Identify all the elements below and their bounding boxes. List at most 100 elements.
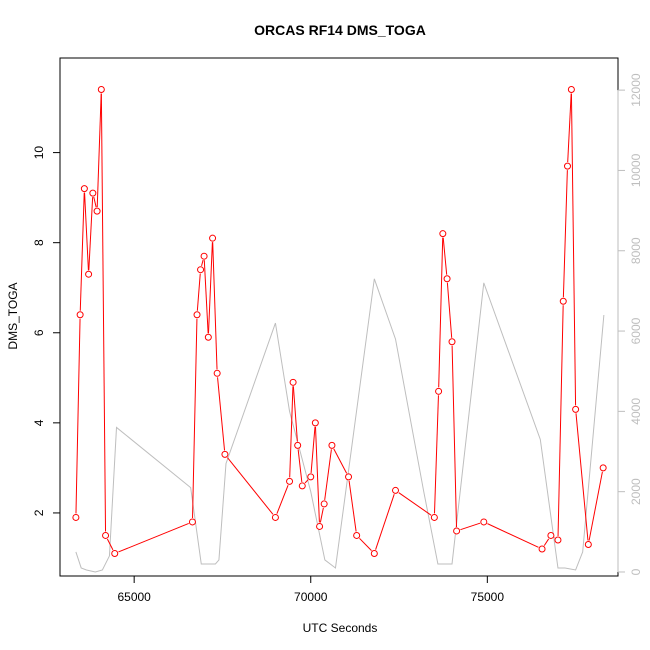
y-tick-label: 6 xyxy=(32,329,46,336)
dms-segment xyxy=(487,523,539,548)
dms-segment xyxy=(359,537,372,551)
dms-segment xyxy=(433,395,439,514)
dms-segment xyxy=(297,449,303,482)
dms-point xyxy=(370,549,378,557)
dms-point xyxy=(193,311,201,319)
dms-toga-series xyxy=(72,86,607,557)
y-tick-label: 2 xyxy=(32,509,46,516)
dms-segment xyxy=(310,426,316,473)
dms-point xyxy=(294,441,302,449)
dms-segment xyxy=(276,484,289,514)
dms-point xyxy=(563,162,571,170)
dms-point xyxy=(111,549,119,557)
dms-point xyxy=(572,405,580,413)
dms-segment xyxy=(442,237,448,275)
x-tick-label: 75000 xyxy=(471,590,505,604)
dms-point xyxy=(286,477,294,485)
dms-segment xyxy=(106,538,114,551)
dms-point xyxy=(345,473,353,481)
dms-point xyxy=(316,522,324,530)
dms-point xyxy=(435,387,443,395)
dms-segment xyxy=(96,93,102,208)
dms-segment xyxy=(289,386,294,478)
x-tick-label: 65000 xyxy=(117,590,151,604)
dms-point xyxy=(320,500,328,508)
dms-point xyxy=(102,531,110,539)
chart-title: ORCAS RF14 DMS_TOGA xyxy=(254,22,426,38)
dms-segment xyxy=(543,538,550,546)
dms-segment xyxy=(315,426,320,523)
dms-point xyxy=(599,464,607,472)
dms-point xyxy=(93,207,101,215)
dms-segment xyxy=(588,471,603,541)
dms-point xyxy=(204,333,212,341)
dms-point xyxy=(213,369,221,377)
dms-point xyxy=(554,536,562,544)
dms-point xyxy=(298,482,306,490)
dms-point xyxy=(307,473,315,481)
dms-segment xyxy=(348,480,357,532)
dms-segment xyxy=(446,282,453,338)
dms-point xyxy=(200,252,208,260)
dms-point xyxy=(567,86,575,94)
dms-segment xyxy=(196,273,201,311)
secondary-series-line xyxy=(75,278,605,573)
dms-segment xyxy=(84,192,89,271)
dms-point xyxy=(448,338,456,346)
dms-segment xyxy=(208,242,213,334)
dms-segment xyxy=(557,305,564,536)
dms-segment xyxy=(375,494,395,550)
dms-point xyxy=(559,297,567,305)
y2-tick-label: 12000 xyxy=(629,73,643,107)
dms-segment xyxy=(212,242,218,370)
dms-segment xyxy=(460,522,481,531)
dms-segment xyxy=(438,237,444,388)
dms-segment xyxy=(570,93,577,406)
y2-tick-label: 10000 xyxy=(629,153,643,187)
dms-point xyxy=(443,275,451,283)
dms-point xyxy=(353,531,361,539)
y-axis-right: 0 2000 4000 6000 8000 10000 12000 xyxy=(617,73,643,575)
x-axis: 65000 70000 75000 xyxy=(117,575,505,604)
dms-segment xyxy=(324,449,332,501)
y2-tick-label: 8000 xyxy=(629,237,643,264)
y-tick-label: 4 xyxy=(32,419,46,426)
dms-segment xyxy=(88,197,94,271)
dms-segment xyxy=(304,479,309,484)
dms-point xyxy=(197,266,205,274)
dms-point xyxy=(328,441,336,449)
dms-point xyxy=(430,513,438,521)
y-tick-label: 10 xyxy=(32,146,46,160)
dms-point xyxy=(311,419,319,427)
y2-tick-label: 4000 xyxy=(629,398,643,425)
dms-point xyxy=(97,86,105,94)
dms-segment xyxy=(575,413,589,541)
dms-point xyxy=(80,185,88,193)
dms-point xyxy=(538,545,546,553)
y-axis-label: DMS_TOGA xyxy=(6,282,20,349)
dms-segment xyxy=(562,170,568,298)
dms-segment xyxy=(118,522,189,553)
dms-segment xyxy=(292,386,298,442)
dms-point xyxy=(271,513,279,521)
y-tick-label: 8 xyxy=(32,239,46,246)
dms-point xyxy=(76,311,84,319)
dms-point xyxy=(439,230,447,238)
dms-point xyxy=(221,450,229,458)
dms-segment xyxy=(319,507,324,523)
dms-segment xyxy=(203,260,209,334)
dms-point xyxy=(547,531,555,539)
dms-point xyxy=(584,540,592,548)
dms-point xyxy=(89,189,97,197)
y2-tick-label: 6000 xyxy=(629,317,643,344)
dms-point xyxy=(453,527,461,535)
dms-segment xyxy=(217,377,226,451)
dms-segment xyxy=(75,318,81,514)
dms-segment xyxy=(93,196,97,208)
x-tick-label: 70000 xyxy=(294,590,328,604)
dms-segment xyxy=(192,318,198,518)
dms-segment xyxy=(227,457,274,515)
dms-segment xyxy=(79,192,85,311)
dms-point xyxy=(72,513,80,521)
